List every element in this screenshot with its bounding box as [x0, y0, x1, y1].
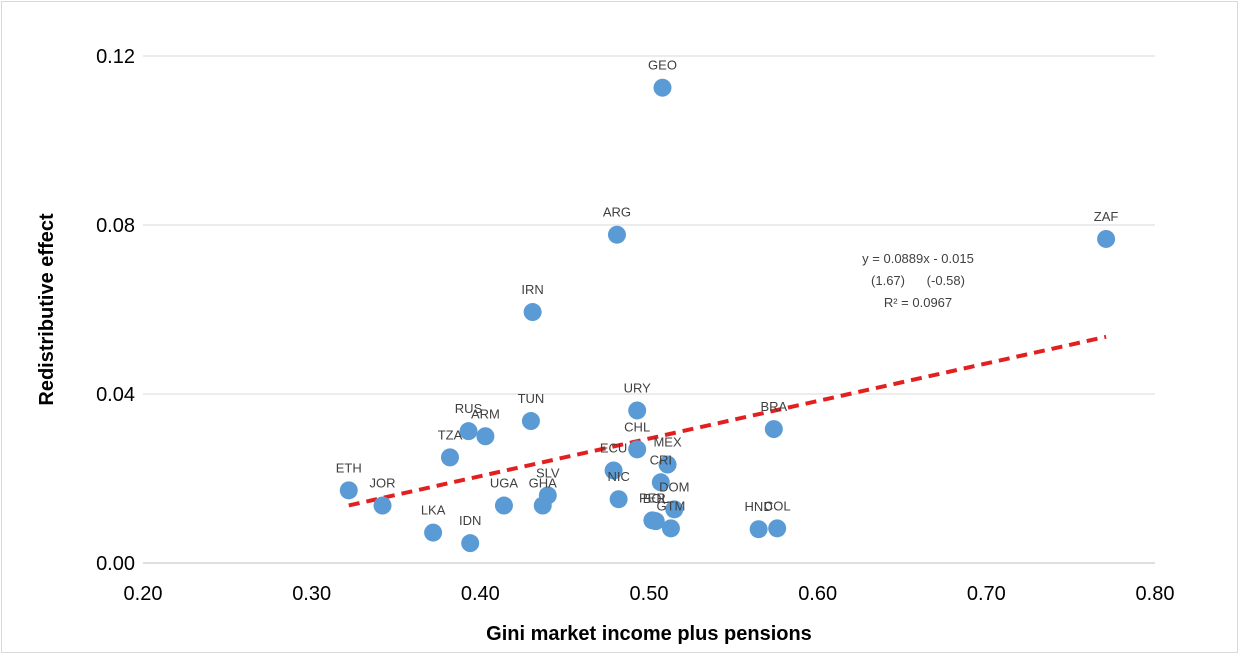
data-point-cri — [651, 473, 670, 492]
point-label-eth: ETH — [336, 460, 362, 475]
trendline-t-stats: (1.67) (-0.58) — [871, 273, 965, 288]
data-point-mex — [658, 455, 677, 474]
point-label-tun: TUN — [518, 391, 545, 406]
data-point-col — [768, 519, 787, 538]
point-label-mex: MEX — [653, 435, 682, 450]
data-point-hnd — [749, 520, 768, 539]
point-label-uga: UGA — [490, 476, 519, 491]
data-point-gtm — [661, 519, 680, 538]
data-point-jor — [373, 496, 392, 515]
point-label-dom: DOM — [659, 479, 689, 494]
x-tick-label: 0.70 — [967, 583, 1006, 605]
point-label-per: PER — [639, 490, 666, 505]
data-point-lka — [424, 523, 443, 542]
point-label-cri: CRI — [650, 452, 672, 467]
data-point-nic — [609, 490, 628, 509]
x-tick-label: 0.20 — [124, 583, 163, 605]
data-point-geo — [653, 78, 672, 97]
point-label-geo: GEO — [648, 58, 677, 73]
data-point-tun — [521, 412, 540, 431]
point-label-ecu: ECU — [600, 440, 627, 455]
y-tick-label: 0.04 — [96, 384, 135, 406]
x-tick-label: 0.50 — [630, 583, 669, 605]
data-point-gha — [533, 496, 552, 515]
point-label-bra: BRA — [760, 399, 787, 414]
y-tick-labels: 0.00 0.04 0.08 0.12 — [96, 46, 135, 575]
data-point-rus — [459, 422, 478, 441]
x-tick-label: 0.30 — [292, 583, 331, 605]
data-point-uga — [494, 496, 513, 515]
trendline-equation: y = 0.0889x - 0.015 — [862, 251, 974, 266]
x-tick-label: 0.40 — [461, 583, 500, 605]
point-label-gtm: GTM — [656, 498, 685, 513]
point-label-lka: LKA — [421, 503, 446, 518]
data-point-eth — [339, 481, 358, 500]
point-label-idn: IDN — [459, 513, 481, 528]
y-tick-label: 0.12 — [96, 46, 135, 68]
trendline-r-squared: R² = 0.0967 — [884, 295, 952, 310]
data-point-arm — [476, 427, 495, 446]
point-label-tza: TZA — [438, 427, 463, 442]
data-point-bra — [764, 420, 783, 439]
data-point-arg — [607, 225, 626, 244]
point-label-chl: CHL — [624, 419, 650, 434]
point-label-hnd: HND — [745, 499, 773, 514]
point-label-rus: RUS — [455, 401, 483, 416]
data-point-tza — [440, 448, 459, 467]
y-tick-label: 0.08 — [96, 215, 135, 237]
data-points — [339, 78, 1116, 553]
point-label-gha: GHA — [529, 476, 558, 491]
data-point-bol — [646, 512, 665, 531]
point-label-nic: NIC — [607, 469, 629, 484]
gridlines — [143, 55, 1155, 395]
data-point-chl — [628, 440, 647, 459]
data-point-ecu — [604, 461, 623, 480]
x-tick-labels: 0.20 0.30 0.40 0.50 0.60 0.70 0.80 — [124, 583, 1175, 605]
point-label-arm: ARM — [471, 406, 500, 421]
x-tick-label: 0.80 — [1136, 583, 1175, 605]
x-tick-label: 0.60 — [798, 583, 837, 605]
point-label-jor: JOR — [370, 476, 396, 491]
y-axis-title: Redistributive effect — [36, 213, 58, 406]
data-point-ury — [628, 401, 647, 420]
point-label-arg: ARG — [603, 205, 631, 220]
x-axis-title: Gini market income plus pensions — [486, 623, 812, 645]
point-label-ury: URY — [624, 380, 652, 395]
trendline — [348, 334, 1107, 508]
point-label-bol: BOL — [643, 491, 669, 506]
data-point-idn — [461, 534, 480, 553]
point-label-col: COL — [764, 498, 791, 513]
data-point-dom — [665, 500, 684, 519]
data-point-zaf — [1097, 229, 1116, 248]
point-label-irn: IRN — [521, 282, 543, 297]
point-label-slv: SLV — [536, 465, 560, 480]
y-tick-label: 0.00 — [96, 553, 135, 575]
point-label-zaf: ZAF — [1094, 209, 1119, 224]
data-point-irn — [523, 303, 542, 322]
